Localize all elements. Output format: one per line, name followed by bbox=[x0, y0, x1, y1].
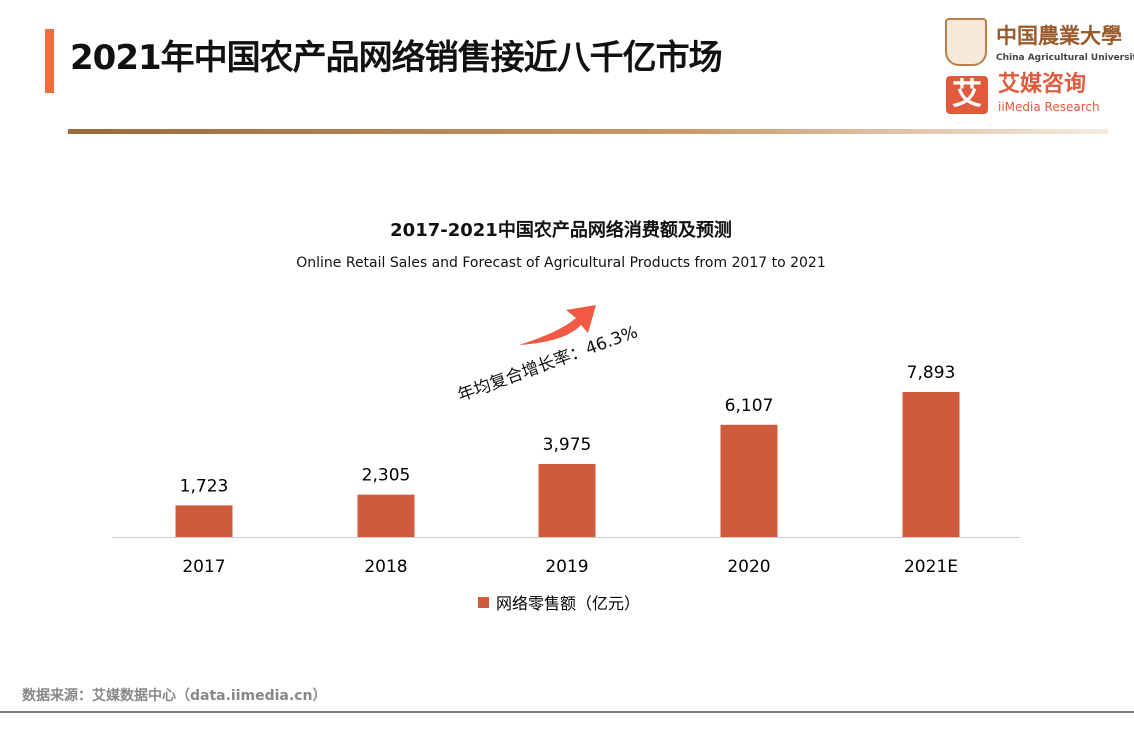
cau-logo-text: 中国農業大學 bbox=[996, 23, 1122, 48]
cau-logo-en: China Agricultural University bbox=[996, 53, 1134, 63]
page-title: 2021年中国农产品网络销售接近八千亿市场 bbox=[70, 38, 723, 78]
value-label: 3,975 bbox=[543, 435, 592, 455]
bar-2019 bbox=[538, 463, 596, 537]
x-tick-label: 2020 bbox=[727, 557, 770, 577]
x-tick-label: 2019 bbox=[545, 557, 588, 577]
footer-divider bbox=[0, 711, 1134, 713]
bar-2018 bbox=[357, 494, 415, 537]
growth-arrow-icon bbox=[519, 305, 596, 345]
value-label: 7,893 bbox=[907, 363, 956, 383]
data-source: 数据来源：艾媒数据中心（data.iimedia.cn） bbox=[22, 688, 327, 704]
legend-swatch bbox=[478, 597, 489, 608]
value-label: 6,107 bbox=[725, 396, 774, 416]
x-tick-label: 2017 bbox=[182, 557, 225, 577]
bar-2017 bbox=[175, 505, 233, 537]
bar-2020 bbox=[720, 424, 778, 537]
iimedia-logo-cn: 艾媒咨询 bbox=[998, 72, 1087, 97]
iimedia-logo-mark: 艾 bbox=[946, 76, 988, 114]
cau-seal-logo bbox=[945, 18, 987, 66]
bar-2021E bbox=[902, 391, 960, 537]
value-label: 1,723 bbox=[180, 476, 229, 496]
title-accent-bar bbox=[45, 29, 54, 93]
iimedia-logo-en: iiMedia Research bbox=[998, 100, 1100, 114]
legend-label: 网络零售额（亿元） bbox=[496, 594, 640, 613]
header-divider bbox=[68, 129, 1108, 134]
x-tick-label: 2018 bbox=[364, 557, 407, 577]
chart-subtitle: Online Retail Sales and Forecast of Agri… bbox=[296, 255, 826, 271]
value-label: 2,305 bbox=[362, 466, 411, 486]
x-tick-label: 2021E bbox=[904, 557, 958, 577]
chart-title: 2017-2021中国农产品网络消费额及预测 bbox=[390, 220, 732, 241]
